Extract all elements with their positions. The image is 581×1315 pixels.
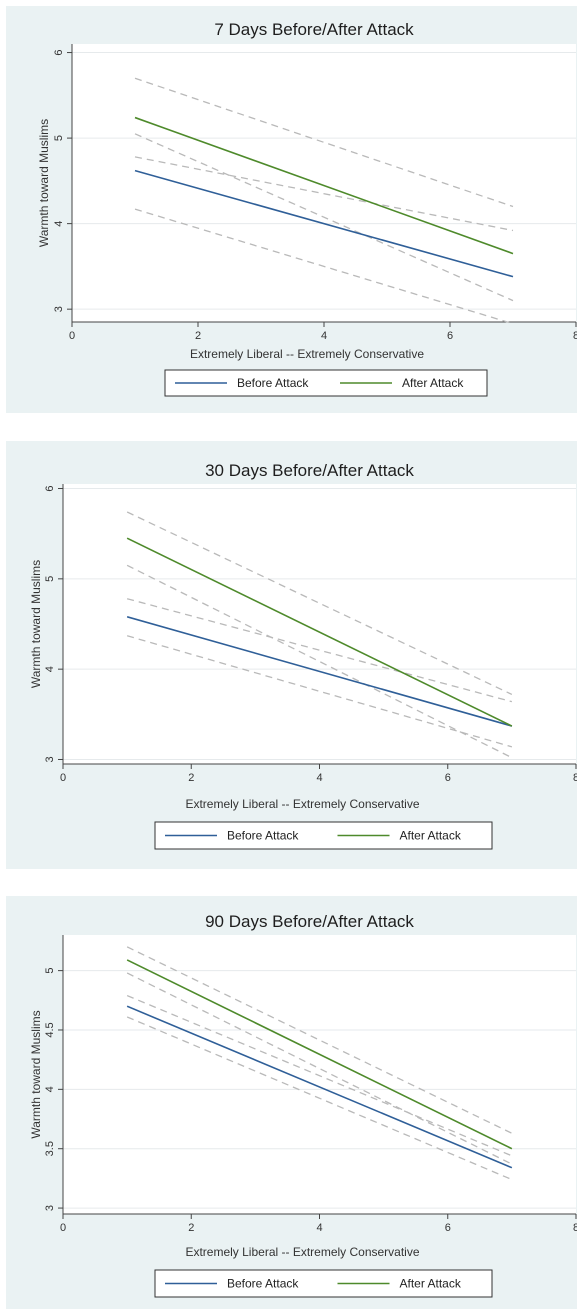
series-before-ci-upper [134,156,514,232]
series-before-line [134,169,514,278]
legend-label-before: Before Attack [227,1277,299,1291]
series-after-ci-lower [134,133,514,302]
y-axis-label: Warmth toward Muslims [37,119,51,247]
x-axis-label: Extremely Liberal -- Extremely Conservat… [190,347,424,361]
chart-7-days: 3 4 5 6 0 2 4 6 8 7 Days Before/After Attack Extre… [37,20,577,397]
x-tick-label: 2 [188,772,194,784]
series-after-line [126,537,513,727]
series-before-ci-lower [134,208,514,325]
y-tick-label: 3 [44,1205,56,1211]
y-tick-label: 4 [53,221,65,227]
x-axis-label: Extremely Liberal -- Extremely Conservat… [185,1245,419,1259]
plot-area [63,935,576,1214]
series-before-line [126,1005,513,1169]
y-tick-label: 3 [44,756,56,762]
x-tick-label: 8 [573,772,577,784]
series-after-ci-upper [126,511,513,696]
series-after-ci-upper [134,77,514,208]
series-before-ci-lower [126,1016,513,1181]
x-tick-label: 6 [445,1222,451,1234]
x-tick-label: 8 [573,1222,577,1234]
chart-title: 7 Days Before/After Attack [214,20,414,39]
x-tick-label: 2 [195,330,201,342]
plot-area [63,484,576,764]
chart-panel-30-days: 3 4 5 6 0 2 4 6 8 30 Days Before/After Attack Extr… [6,441,577,869]
series-before-ci-upper [126,598,513,703]
x-tick-label: 4 [321,330,327,342]
legend-label-after: After Attack [400,829,462,843]
legend-label-before: Before Attack [227,829,299,843]
y-tick-label: 5 [44,576,56,582]
x-tick-label: 0 [60,772,66,784]
y-tick-label: 5 [44,968,56,974]
x-tick-label: 2 [188,1222,194,1234]
y-tick-label: 3 [53,306,65,312]
legend-label-after: After Attack [400,1277,462,1291]
y-axis-label: Warmth toward Muslims [29,560,43,688]
chart-90-days: 3 3.5 4 4.5 5 0 2 4 6 8 90 Days Before/After Attac… [29,912,577,1298]
y-tick-label: 6 [44,485,56,491]
plot-area [72,44,576,322]
y-axis-label: Warmth toward Muslims [29,1010,43,1138]
chart-panel-7-days: 3 4 5 6 0 2 4 6 8 7 Days Before/After Attack Extre… [6,6,577,413]
legend-label-after: After Attack [402,376,464,390]
y-tick-label: 6 [53,49,65,55]
y-tick-label: 4.5 [44,1022,56,1037]
y-tick-label: 4 [44,666,56,672]
chart-panel-90-days: 3 3.5 4 4.5 5 0 2 4 6 8 90 Days Before/After Attac… [6,896,577,1309]
x-tick-label: 8 [573,330,577,342]
series-before-line [126,616,513,727]
x-tick-label: 0 [69,330,75,342]
series-before-ci-upper [126,994,513,1157]
y-tick-label: 4 [44,1086,56,1092]
legend-label-before: Before Attack [237,376,309,390]
x-tick-label: 6 [447,330,453,342]
series-after-line [134,116,514,255]
y-tick-label: 5 [53,135,65,141]
y-tick-label: 3.5 [44,1141,56,1156]
series-after-line [126,959,513,1150]
x-axis-label: Extremely Liberal -- Extremely Conservat… [185,797,419,811]
x-tick-label: 0 [60,1222,66,1234]
chart-title: 90 Days Before/After Attack [205,912,414,931]
chart-title: 30 Days Before/After Attack [205,461,414,480]
series-before-ci-lower [126,635,513,748]
x-tick-label: 4 [316,1222,322,1234]
x-tick-label: 4 [316,772,322,784]
chart-30-days: 3 4 5 6 0 2 4 6 8 30 Days Before/After Attack Extr… [29,461,577,850]
x-tick-label: 6 [445,772,451,784]
